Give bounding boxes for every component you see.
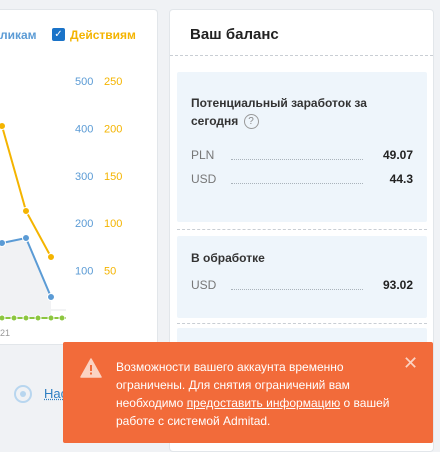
balance-row: USD 44.3: [191, 172, 413, 188]
dotted-leader: [231, 159, 363, 160]
dotted-leader: [231, 289, 363, 290]
chart-legend: ликам ✓ Действиям: [0, 28, 157, 46]
zero-series-point: [47, 314, 55, 322]
actions-data-point: [47, 253, 55, 261]
y-tick-label-right: 250: [104, 76, 122, 88]
y-tick-label-right: 150: [104, 171, 122, 183]
amount-value: 49.07: [382, 148, 413, 162]
divider: [170, 55, 433, 56]
potential-earnings-title: Потенциальный заработок за сегодня ?: [191, 94, 381, 130]
y-tick-label-right: 100: [104, 218, 122, 230]
actions-series-line: [0, 124, 52, 258]
potential-earnings-block: Потенциальный заработок за сегодня ? PLN…: [177, 72, 427, 222]
y-tick-label-left: 300: [75, 171, 93, 183]
potential-earnings-title-text: Потенциальный заработок за сегодня: [191, 96, 367, 128]
clicks-data-point: [0, 239, 6, 247]
currency-label: PLN: [191, 148, 215, 162]
clicks-series-line: [0, 236, 52, 298]
y-tick-label-right: 50: [104, 266, 116, 278]
zero-series-point: [10, 314, 18, 322]
currency-label: USD: [191, 278, 217, 292]
processing-block: В обработке USD 93.02: [177, 236, 427, 318]
legend-actions-checkbox[interactable]: ✓: [52, 28, 65, 41]
x-tick-label: 21: [0, 328, 10, 338]
dotted-leader: [231, 183, 363, 184]
zero-series-point: [34, 314, 42, 322]
y-tick-label-left: 100: [75, 266, 93, 278]
y-tick-label-right: 200: [104, 123, 122, 135]
clicks-data-point: [22, 234, 30, 242]
y-tick-label-left: 500: [75, 76, 93, 88]
amount-value: 44.3: [389, 172, 413, 186]
balance-title: Ваш баланс: [190, 26, 279, 43]
account-restriction-toast: Возможности вашего аккаунта временно огр…: [63, 342, 433, 443]
processing-title: В обработке: [191, 251, 265, 265]
amount-value: 93.02: [382, 278, 413, 292]
clicks-data-point: [47, 293, 55, 301]
balance-row: PLN 49.07: [191, 148, 413, 164]
legend-actions-label[interactable]: Действиям: [70, 28, 136, 42]
y-tick-label-left: 200: [75, 218, 93, 230]
balance-row: USD 93.02: [191, 278, 413, 294]
clicks-area: [0, 237, 51, 318]
line-chart: 500 400 300 200 100 250 200 150 100 50 21: [0, 76, 122, 338]
toast-message: Возможности вашего аккаунта временно огр…: [116, 358, 406, 430]
y-tick-label-left: 400: [75, 123, 93, 135]
divider: [177, 323, 427, 324]
statistics-chart-card: ликам ✓ Действиям 500 400 300 200 100 250 200…: [0, 9, 158, 345]
close-icon[interactable]: ✕: [403, 353, 419, 373]
help-icon[interactable]: ?: [243, 114, 259, 129]
actions-data-point: [0, 122, 6, 130]
zero-series-point: [22, 314, 30, 322]
divider: [177, 229, 427, 230]
provide-info-link[interactable]: предоставить информацию: [186, 396, 341, 410]
zero-series-point: [0, 314, 6, 322]
toast-text-after: о вашей работе с системой Admitad.: [116, 396, 390, 428]
zero-series-point: [58, 314, 66, 322]
toast-text-before: Возможности вашего аккаунта временно огр…: [116, 360, 350, 410]
currency-label: USD: [191, 172, 217, 186]
actions-data-point: [22, 207, 30, 215]
legend-clicks-label[interactable]: ликам: [0, 28, 37, 42]
warning-icon: [80, 358, 102, 378]
settings-gear-icon: [14, 385, 32, 403]
